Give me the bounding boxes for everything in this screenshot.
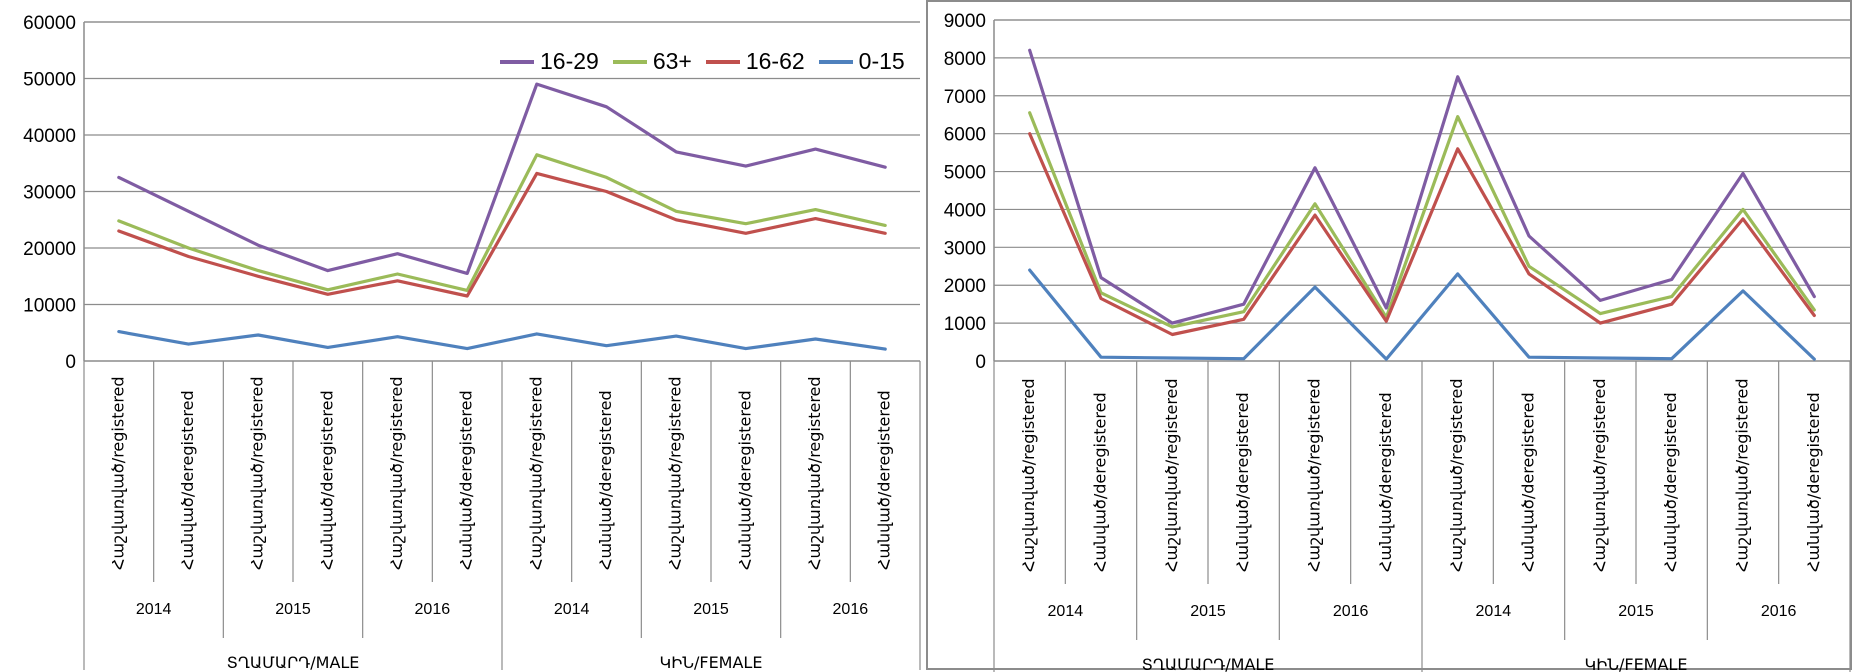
x-tick-label: Հաշվառված/registered — [108, 376, 127, 570]
x-tick-label: Հաշվառված/registered — [666, 376, 685, 570]
x-tick-label: Հանված/deregistered — [735, 390, 754, 570]
y-tick-label: 8000 — [944, 49, 986, 70]
year-label: 2014 — [136, 601, 172, 618]
year-label: 2016 — [415, 601, 451, 618]
legend-item: 63+ — [612, 48, 692, 75]
series-line — [1028, 111, 1816, 329]
y-tick-label: 60000 — [23, 13, 76, 34]
x-tick-label: Հանված/deregistered — [1091, 392, 1110, 572]
chart-right: 0 1000 2000 3000 4000 5000 6000 7000 8000 9000 Հաշ… — [944, 11, 1851, 672]
x-tick-label: Հաշվառված/registered — [1733, 378, 1752, 572]
y-tick-label: 1000 — [944, 314, 986, 335]
x-tick-label: Հանված/deregistered — [1519, 392, 1538, 572]
x-tick-label: Հաշվառված/registered — [387, 376, 406, 570]
x-tick-label: Հանված/deregistered — [457, 390, 476, 570]
legend-swatch — [500, 59, 534, 64]
legend-swatch — [818, 59, 853, 64]
x-tick-label: Հանված/deregistered — [1661, 392, 1680, 572]
y-tick-label: 40000 — [23, 126, 76, 147]
year-label: 2016 — [1761, 603, 1797, 620]
chart-right-panel: 0 1000 2000 3000 4000 5000 6000 7000 8000 9000 Հաշ… — [926, 0, 1852, 672]
y-tick-label: 0 — [975, 352, 986, 373]
y-tick-label: 4000 — [944, 200, 986, 221]
year-label: 2015 — [275, 601, 311, 618]
year-label: 2014 — [1048, 603, 1084, 620]
x-tick-label: Հանված/deregistered — [178, 390, 197, 570]
group-label: ԿԻՆ/FEMALE — [660, 653, 763, 672]
legend-label: 63+ — [652, 48, 692, 74]
x-tick-label: Հաշվառված/registered — [248, 376, 267, 570]
x-tick-label: Հաշվառված/registered — [526, 376, 545, 570]
year-label: 2015 — [693, 601, 729, 618]
series-line — [117, 330, 887, 351]
legend-label: 16-29 — [540, 48, 599, 74]
chart-legend: 16-29 63+ 16-62 0-15 — [500, 48, 905, 75]
year-label: 2015 — [1618, 603, 1654, 620]
group-label: ԿԻՆ/FEMALE — [1585, 655, 1688, 672]
x-tick-label: Հաշվառված/registered — [1447, 378, 1466, 572]
legend-label: 0-15 — [858, 48, 905, 74]
x-tick-label: Հաշվառված/registered — [1305, 378, 1324, 572]
legend-item: 0-15 — [818, 48, 905, 75]
series-line — [1028, 132, 1816, 337]
year-label: 2016 — [833, 601, 869, 618]
y-tick-label: 9000 — [944, 11, 986, 32]
series-line — [117, 171, 887, 298]
y-tick-label: 2000 — [944, 276, 986, 297]
series-line — [117, 153, 887, 292]
legend-label: 16-62 — [745, 48, 805, 74]
x-tick-label: Հաշվառված/registered — [805, 376, 824, 570]
legend-item: 16-29 — [500, 48, 599, 75]
legend-item: 16-62 — [705, 48, 805, 75]
year-label: 2015 — [1190, 603, 1226, 620]
x-tick-label: Հանված/deregistered — [1376, 392, 1395, 572]
y-tick-label: 20000 — [23, 239, 76, 260]
legend-swatch — [612, 59, 647, 64]
series-line — [1028, 48, 1816, 325]
y-tick-label: 3000 — [944, 238, 986, 259]
series-line — [117, 82, 887, 275]
x-tick-label: Հաշվառված/registered — [1162, 378, 1181, 572]
x-tick-label: Հաշվառված/registered — [1019, 378, 1038, 572]
x-tick-label: Հանված/deregistered — [1233, 392, 1252, 572]
y-tick-label: 30000 — [23, 183, 76, 204]
group-label: ՏՂԱՄԱՐԴ/MALE — [1142, 655, 1275, 672]
y-tick-label: 50000 — [23, 70, 76, 91]
legend-swatch — [705, 59, 740, 64]
y-tick-label: 5000 — [944, 163, 986, 184]
y-tick-label: 7000 — [944, 87, 986, 108]
x-tick-label: Հանված/deregistered — [1804, 392, 1823, 572]
y-tick-label: 10000 — [23, 296, 76, 317]
year-label: 2016 — [1333, 603, 1369, 620]
y-tick-label: 6000 — [944, 125, 986, 146]
year-label: 2014 — [1476, 603, 1512, 620]
x-tick-label: Հանված/deregistered — [875, 390, 894, 570]
year-label: 2014 — [554, 601, 590, 618]
chart-left: 0 10000 20000 30000 40000 50000 60000 Հաշվառված… — [23, 13, 921, 672]
group-label: ՏՂԱՄԱՐԴ/MALE — [227, 653, 360, 672]
x-tick-label: Հանված/deregistered — [317, 390, 336, 570]
chart-left-panel: 0 10000 20000 30000 40000 50000 60000 Հաշվառված… — [0, 0, 926, 672]
y-tick-label: 0 — [65, 352, 76, 373]
x-tick-label: Հանված/deregistered — [596, 390, 615, 570]
series-line — [1028, 268, 1816, 361]
x-tick-label: Հաշվառված/registered — [1590, 378, 1609, 572]
